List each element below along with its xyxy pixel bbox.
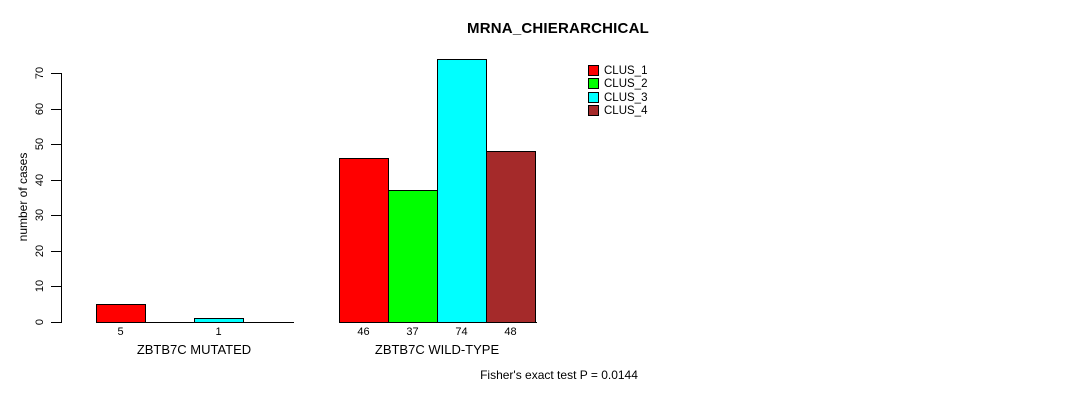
bar-count-label: 1 xyxy=(215,326,222,338)
bar-count-label: 74 xyxy=(455,326,468,338)
y-tick xyxy=(51,73,61,74)
y-axis-label: number of cases xyxy=(16,152,30,242)
y-tick xyxy=(51,322,61,323)
bar-clus_4-group1 xyxy=(486,151,536,323)
y-tick xyxy=(51,109,61,110)
bar-clus_2-group1 xyxy=(388,190,438,323)
y-tick xyxy=(51,215,61,216)
y-tick-label: 70 xyxy=(34,66,46,80)
bar-count-label: 48 xyxy=(504,326,517,338)
y-tick xyxy=(51,180,61,181)
bar-count-label: 46 xyxy=(357,326,370,338)
y-tick-label: 20 xyxy=(34,244,46,258)
y-tick-label: 0 xyxy=(34,318,46,326)
legend-swatch-clus_2 xyxy=(588,78,599,90)
x-group-label: ZBTB7C MUTATED xyxy=(136,342,252,357)
legend-swatch-clus_3 xyxy=(588,91,599,103)
y-tick-label: 50 xyxy=(34,137,46,151)
y-tick-label: 60 xyxy=(34,102,46,116)
bar-clus_1-group0 xyxy=(96,304,146,323)
legend-swatch-clus_4 xyxy=(588,105,599,117)
bar-clus_1-group1 xyxy=(339,158,389,323)
legend-label-clus_1: CLUS_1 xyxy=(604,65,648,77)
chart-title: MRNA_CHIERARCHICAL xyxy=(467,20,649,37)
fisher-test-annotation: Fisher's exact test P = 0.0144 xyxy=(480,368,638,382)
y-tick-label: 30 xyxy=(34,208,46,222)
bar-clus_3-group1 xyxy=(437,59,487,323)
y-tick xyxy=(51,251,61,252)
y-tick xyxy=(51,286,61,287)
bar-count-label: 37 xyxy=(406,326,419,338)
bar-clus_3-group0 xyxy=(194,318,244,323)
bar-count-label: 5 xyxy=(117,326,124,338)
legend-swatch-clus_1 xyxy=(588,65,599,76)
x-group-label: ZBTB7C WILD-TYPE xyxy=(374,342,500,357)
legend-label-clus_2: CLUS_2 xyxy=(604,78,648,91)
y-tick xyxy=(51,144,61,145)
legend-label-clus_3: CLUS_3 xyxy=(604,91,648,104)
y-axis-line xyxy=(61,73,62,323)
y-tick-label: 10 xyxy=(34,279,46,293)
legend-label-clus_4: CLUS_4 xyxy=(604,105,648,118)
y-tick-label: 40 xyxy=(34,173,46,187)
